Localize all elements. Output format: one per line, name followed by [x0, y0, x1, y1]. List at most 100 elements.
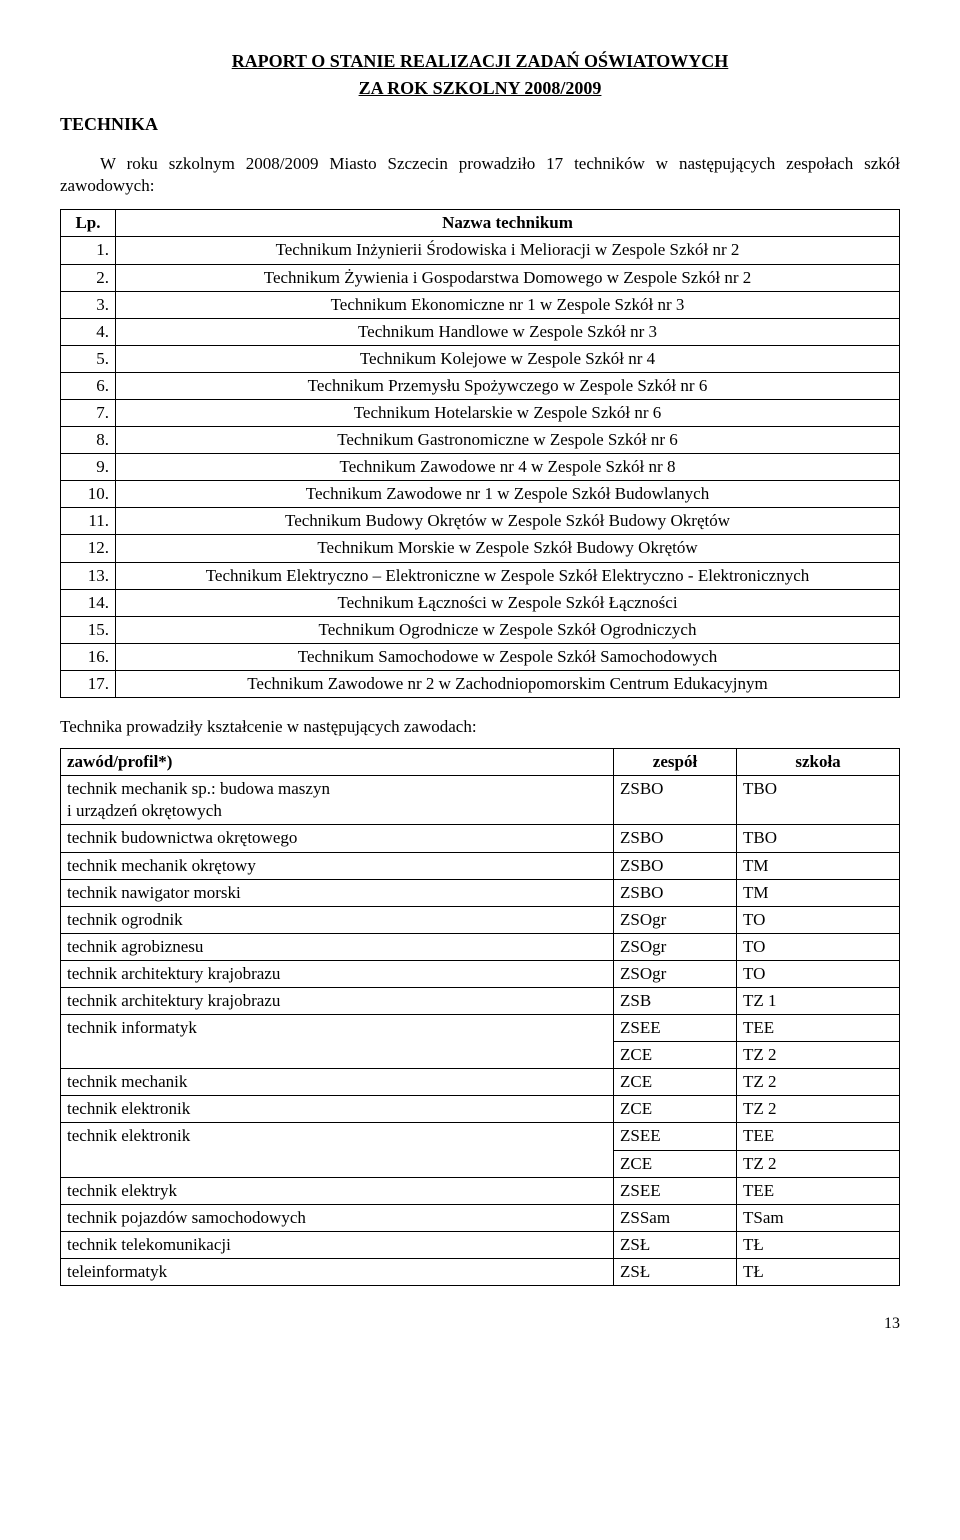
- cell-szkola: TEE: [737, 1123, 900, 1150]
- table-row: technik ogrodnikZSOgrTO: [61, 906, 900, 933]
- cell-lp: 9.: [61, 454, 116, 481]
- doc-header-line1: RAPORT O STANIE REALIZACJI ZADAŃ OŚWIATO…: [60, 50, 900, 73]
- cell-zespol: ZCE: [614, 1069, 737, 1096]
- cell-szkola: TO: [737, 933, 900, 960]
- cell-szkola: TŁ: [737, 1258, 900, 1285]
- cell-lp: 17.: [61, 670, 116, 697]
- cell-zespol: ZSBO: [614, 776, 737, 825]
- cell-name: Technikum Gastronomiczne w Zespole Szkół…: [116, 427, 900, 454]
- technikum-list-table: Lp.Nazwa technikum1.Technikum Inżynierii…: [60, 209, 900, 698]
- cell-lp: 10.: [61, 481, 116, 508]
- cell-zawod: technik pojazdów samochodowych: [61, 1204, 614, 1231]
- cell-lp: 1.: [61, 237, 116, 264]
- cell-zespol: ZCE: [614, 1150, 737, 1177]
- col-header-name: Nazwa technikum: [116, 210, 900, 237]
- table-row: 3.Technikum Ekonomiczne nr 1 w Zespole S…: [61, 291, 900, 318]
- cell-zespol: ZSEE: [614, 1015, 737, 1042]
- cell-zawod: technik agrobiznesu: [61, 933, 614, 960]
- cell-zawod: technik nawigator morski: [61, 879, 614, 906]
- cell-lp: 8.: [61, 427, 116, 454]
- cell-zespol: ZSOgr: [614, 906, 737, 933]
- cell-name: Technikum Łączności w Zespole Szkół Łącz…: [116, 589, 900, 616]
- table-row: 5.Technikum Kolejowe w Zespole Szkół nr …: [61, 345, 900, 372]
- cell-name: Technikum Kolejowe w Zespole Szkół nr 4: [116, 345, 900, 372]
- cell-zespol: ZSB: [614, 987, 737, 1014]
- paragraph-zawody: Technika prowadziły kształcenie w następ…: [60, 716, 900, 738]
- table-row: teleinformatykZSŁTŁ: [61, 1258, 900, 1285]
- table-row: technik elektronikZSEETEE: [61, 1123, 900, 1150]
- cell-lp: 2.: [61, 264, 116, 291]
- table-row: 12.Technikum Morskie w Zespole Szkół Bud…: [61, 535, 900, 562]
- cell-name: Technikum Zawodowe nr 1 w Zespole Szkół …: [116, 481, 900, 508]
- cell-name: Technikum Hotelarskie w Zespole Szkół nr…: [116, 400, 900, 427]
- cell-name: Technikum Zawodowe nr 2 w Zachodniopomor…: [116, 670, 900, 697]
- cell-zawod: technik mechanik: [61, 1069, 614, 1096]
- table-row: 2.Technikum Żywienia i Gospodarstwa Domo…: [61, 264, 900, 291]
- table-row: 17.Technikum Zawodowe nr 2 w Zachodniopo…: [61, 670, 900, 697]
- cell-zespol: ZCE: [614, 1096, 737, 1123]
- table-header-row: zawód/profil*)zespółszkoła: [61, 749, 900, 776]
- cell-szkola: TO: [737, 906, 900, 933]
- cell-lp: 7.: [61, 400, 116, 427]
- cell-name: Technikum Inżynierii Środowiska i Melior…: [116, 237, 900, 264]
- table-row: technik informatykZSEETEE: [61, 1015, 900, 1042]
- intro-paragraph: W roku szkolnym 2008/2009 Miasto Szczeci…: [60, 153, 900, 197]
- cell-zawod: technik elektryk: [61, 1177, 614, 1204]
- cell-zawod: technik architektury krajobrazu: [61, 987, 614, 1014]
- table-row: 8.Technikum Gastronomiczne w Zespole Szk…: [61, 427, 900, 454]
- cell-zawod: technik budownictwa okrętowego: [61, 825, 614, 852]
- cell-lp: 12.: [61, 535, 116, 562]
- table-row: technik mechanik sp.: budowa maszyni urz…: [61, 776, 900, 825]
- table-row: technik budownictwa okrętowegoZSBOTBO: [61, 825, 900, 852]
- cell-szkola: TŁ: [737, 1231, 900, 1258]
- table-row: 16.Technikum Samochodowe w Zespole Szkół…: [61, 643, 900, 670]
- table-row: technik telekomunikacjiZSŁTŁ: [61, 1231, 900, 1258]
- cell-zespol: ZSSam: [614, 1204, 737, 1231]
- cell-lp: 15.: [61, 616, 116, 643]
- page-number: 13: [60, 1314, 900, 1335]
- cell-szkola: TZ 1: [737, 987, 900, 1014]
- cell-szkola: TSam: [737, 1204, 900, 1231]
- cell-zawod: technik elektronik: [61, 1096, 614, 1123]
- cell-szkola: TBO: [737, 776, 900, 825]
- table-row: technik mechanik okrętowyZSBOTM: [61, 852, 900, 879]
- cell-zawod: technik elektronik: [61, 1123, 614, 1177]
- col-header-zespol: zespół: [614, 749, 737, 776]
- cell-szkola: TO: [737, 960, 900, 987]
- table-row: technik elektronikZCETZ 2: [61, 1096, 900, 1123]
- cell-lp: 13.: [61, 562, 116, 589]
- cell-lp: 5.: [61, 345, 116, 372]
- table-row: 9.Technikum Zawodowe nr 4 w Zespole Szkó…: [61, 454, 900, 481]
- cell-zawod: technik informatyk: [61, 1015, 614, 1069]
- col-header-lp: Lp.: [61, 210, 116, 237]
- doc-header-line2: ZA ROK SZKOLNY 2008/2009: [60, 77, 900, 100]
- cell-name: Technikum Zawodowe nr 4 w Zespole Szkół …: [116, 454, 900, 481]
- table-row: 4.Technikum Handlowe w Zespole Szkół nr …: [61, 318, 900, 345]
- table-row: technik nawigator morskiZSBOTM: [61, 879, 900, 906]
- cell-lp: 4.: [61, 318, 116, 345]
- cell-zawod: technik mechanik sp.: budowa maszyni urz…: [61, 776, 614, 825]
- cell-lp: 16.: [61, 643, 116, 670]
- cell-name: Technikum Przemysłu Spożywczego w Zespol…: [116, 372, 900, 399]
- cell-szkola: TZ 2: [737, 1042, 900, 1069]
- cell-zespol: ZSEE: [614, 1177, 737, 1204]
- table-row: technik elektrykZSEETEE: [61, 1177, 900, 1204]
- table-row: 1.Technikum Inżynierii Środowiska i Meli…: [61, 237, 900, 264]
- table-row: technik architektury krajobrazuZSBTZ 1: [61, 987, 900, 1014]
- cell-szkola: TZ 2: [737, 1069, 900, 1096]
- cell-zespol: ZSŁ: [614, 1258, 737, 1285]
- table-row: 15.Technikum Ogrodnicze w Zespole Szkół …: [61, 616, 900, 643]
- table-row: 7.Technikum Hotelarskie w Zespole Szkół …: [61, 400, 900, 427]
- table-row: 11.Technikum Budowy Okrętów w Zespole Sz…: [61, 508, 900, 535]
- cell-name: Technikum Morskie w Zespole Szkół Budowy…: [116, 535, 900, 562]
- cell-szkola: TZ 2: [737, 1096, 900, 1123]
- cell-zespol: ZSBO: [614, 852, 737, 879]
- cell-zawod: technik mechanik okrętowy: [61, 852, 614, 879]
- table-row: 14.Technikum Łączności w Zespole Szkół Ł…: [61, 589, 900, 616]
- cell-zespol: ZSBO: [614, 879, 737, 906]
- cell-szkola: TEE: [737, 1015, 900, 1042]
- cell-zawod: teleinformatyk: [61, 1258, 614, 1285]
- section-heading: TECHNIKA: [60, 113, 900, 136]
- cell-name: Technikum Handlowe w Zespole Szkół nr 3: [116, 318, 900, 345]
- cell-zawod: technik architektury krajobrazu: [61, 960, 614, 987]
